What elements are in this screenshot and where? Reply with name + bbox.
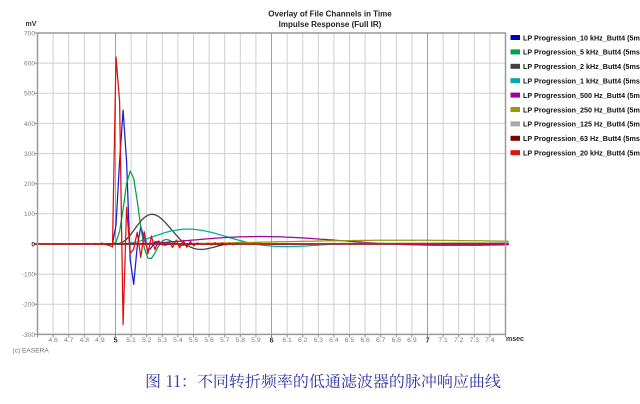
svg-text:5.4: 5.4 [173, 337, 183, 344]
svg-text:Overlay of File Channels in Ti: Overlay of File Channels in Time [268, 10, 392, 19]
svg-text:5.1: 5.1 [126, 337, 136, 344]
svg-text:200: 200 [24, 181, 35, 188]
svg-text:0: 0 [31, 241, 35, 248]
svg-text:LP Progression_500 Hz_Butt4 (5: LP Progression_500 Hz_Butt4 (5ms) [523, 91, 640, 100]
svg-text:-100: -100 [22, 272, 36, 279]
svg-text:Impulse Response (Full IR): Impulse Response (Full IR) [279, 20, 382, 29]
svg-text:6.2: 6.2 [298, 337, 308, 344]
svg-text:msec: msec [506, 336, 524, 343]
svg-text:LP Progression_1 kHz_Butt4 (5m: LP Progression_1 kHz_Butt4 (5ms) [523, 77, 640, 86]
svg-text:500: 500 [24, 91, 35, 98]
svg-text:5.5: 5.5 [189, 337, 199, 344]
svg-text:7.4: 7.4 [485, 337, 495, 344]
svg-text:LP Progression_63 Hz_Butt4 (5m: LP Progression_63 Hz_Butt4 (5ms) [523, 134, 640, 143]
svg-text:6.4: 6.4 [329, 337, 339, 344]
svg-text:6.7: 6.7 [376, 337, 386, 344]
svg-text:4.9: 4.9 [95, 337, 105, 344]
svg-text:LP Progression_125 Hz_Butt4 (5: LP Progression_125 Hz_Butt4 (5ms) [523, 120, 640, 129]
svg-text:5.2: 5.2 [142, 337, 152, 344]
svg-text:4.8: 4.8 [80, 337, 90, 344]
svg-text:mV: mV [26, 21, 37, 28]
svg-text:6.9: 6.9 [407, 337, 417, 344]
svg-text:7.1: 7.1 [438, 337, 448, 344]
svg-text:-200: -200 [22, 302, 36, 309]
svg-text:100: 100 [24, 211, 35, 218]
svg-text:LP Progression_20 kHz_Butt4 (5: LP Progression_20 kHz_Butt4 (5ms) [523, 149, 640, 158]
svg-text:5.8: 5.8 [236, 337, 246, 344]
svg-text:6.3: 6.3 [314, 337, 324, 344]
svg-text:LP Progression_250 Hz_Butt4 (5: LP Progression_250 Hz_Butt4 (5ms) [523, 105, 640, 114]
svg-text:700: 700 [24, 30, 35, 37]
svg-text:LP Progression_10 kHz_Butt4 (5: LP Progression_10 kHz_Butt4 (5ms) [523, 33, 640, 42]
svg-text:5: 5 [113, 336, 117, 345]
svg-text:5.3: 5.3 [158, 337, 168, 344]
svg-text:6.1: 6.1 [282, 337, 292, 344]
svg-text:LP Progression_2 kHz_Butt4 (5m: LP Progression_2 kHz_Butt4 (5ms) [523, 62, 640, 71]
svg-text:-300: -300 [22, 332, 36, 339]
svg-text:600: 600 [24, 61, 35, 68]
svg-text:6.8: 6.8 [392, 337, 402, 344]
svg-text:5.7: 5.7 [220, 337, 230, 344]
svg-text:7.3: 7.3 [470, 337, 480, 344]
svg-text:7: 7 [425, 336, 429, 345]
svg-text:4.7: 4.7 [64, 337, 74, 344]
svg-text:5.6: 5.6 [204, 337, 214, 344]
svg-text:5.9: 5.9 [251, 337, 261, 344]
svg-text:7.2: 7.2 [454, 337, 464, 344]
svg-text:400: 400 [24, 121, 35, 128]
svg-text:LP Progression_5 kHz_Butt4 (5m: LP Progression_5 kHz_Butt4 (5ms) [523, 48, 640, 57]
svg-text:300: 300 [24, 151, 35, 158]
svg-text:6: 6 [269, 336, 273, 345]
svg-text:4.6: 4.6 [48, 337, 58, 344]
svg-text:(c) EASERA: (c) EASERA [13, 348, 50, 355]
svg-text:6.5: 6.5 [345, 337, 355, 344]
svg-text:6.6: 6.6 [360, 337, 370, 344]
